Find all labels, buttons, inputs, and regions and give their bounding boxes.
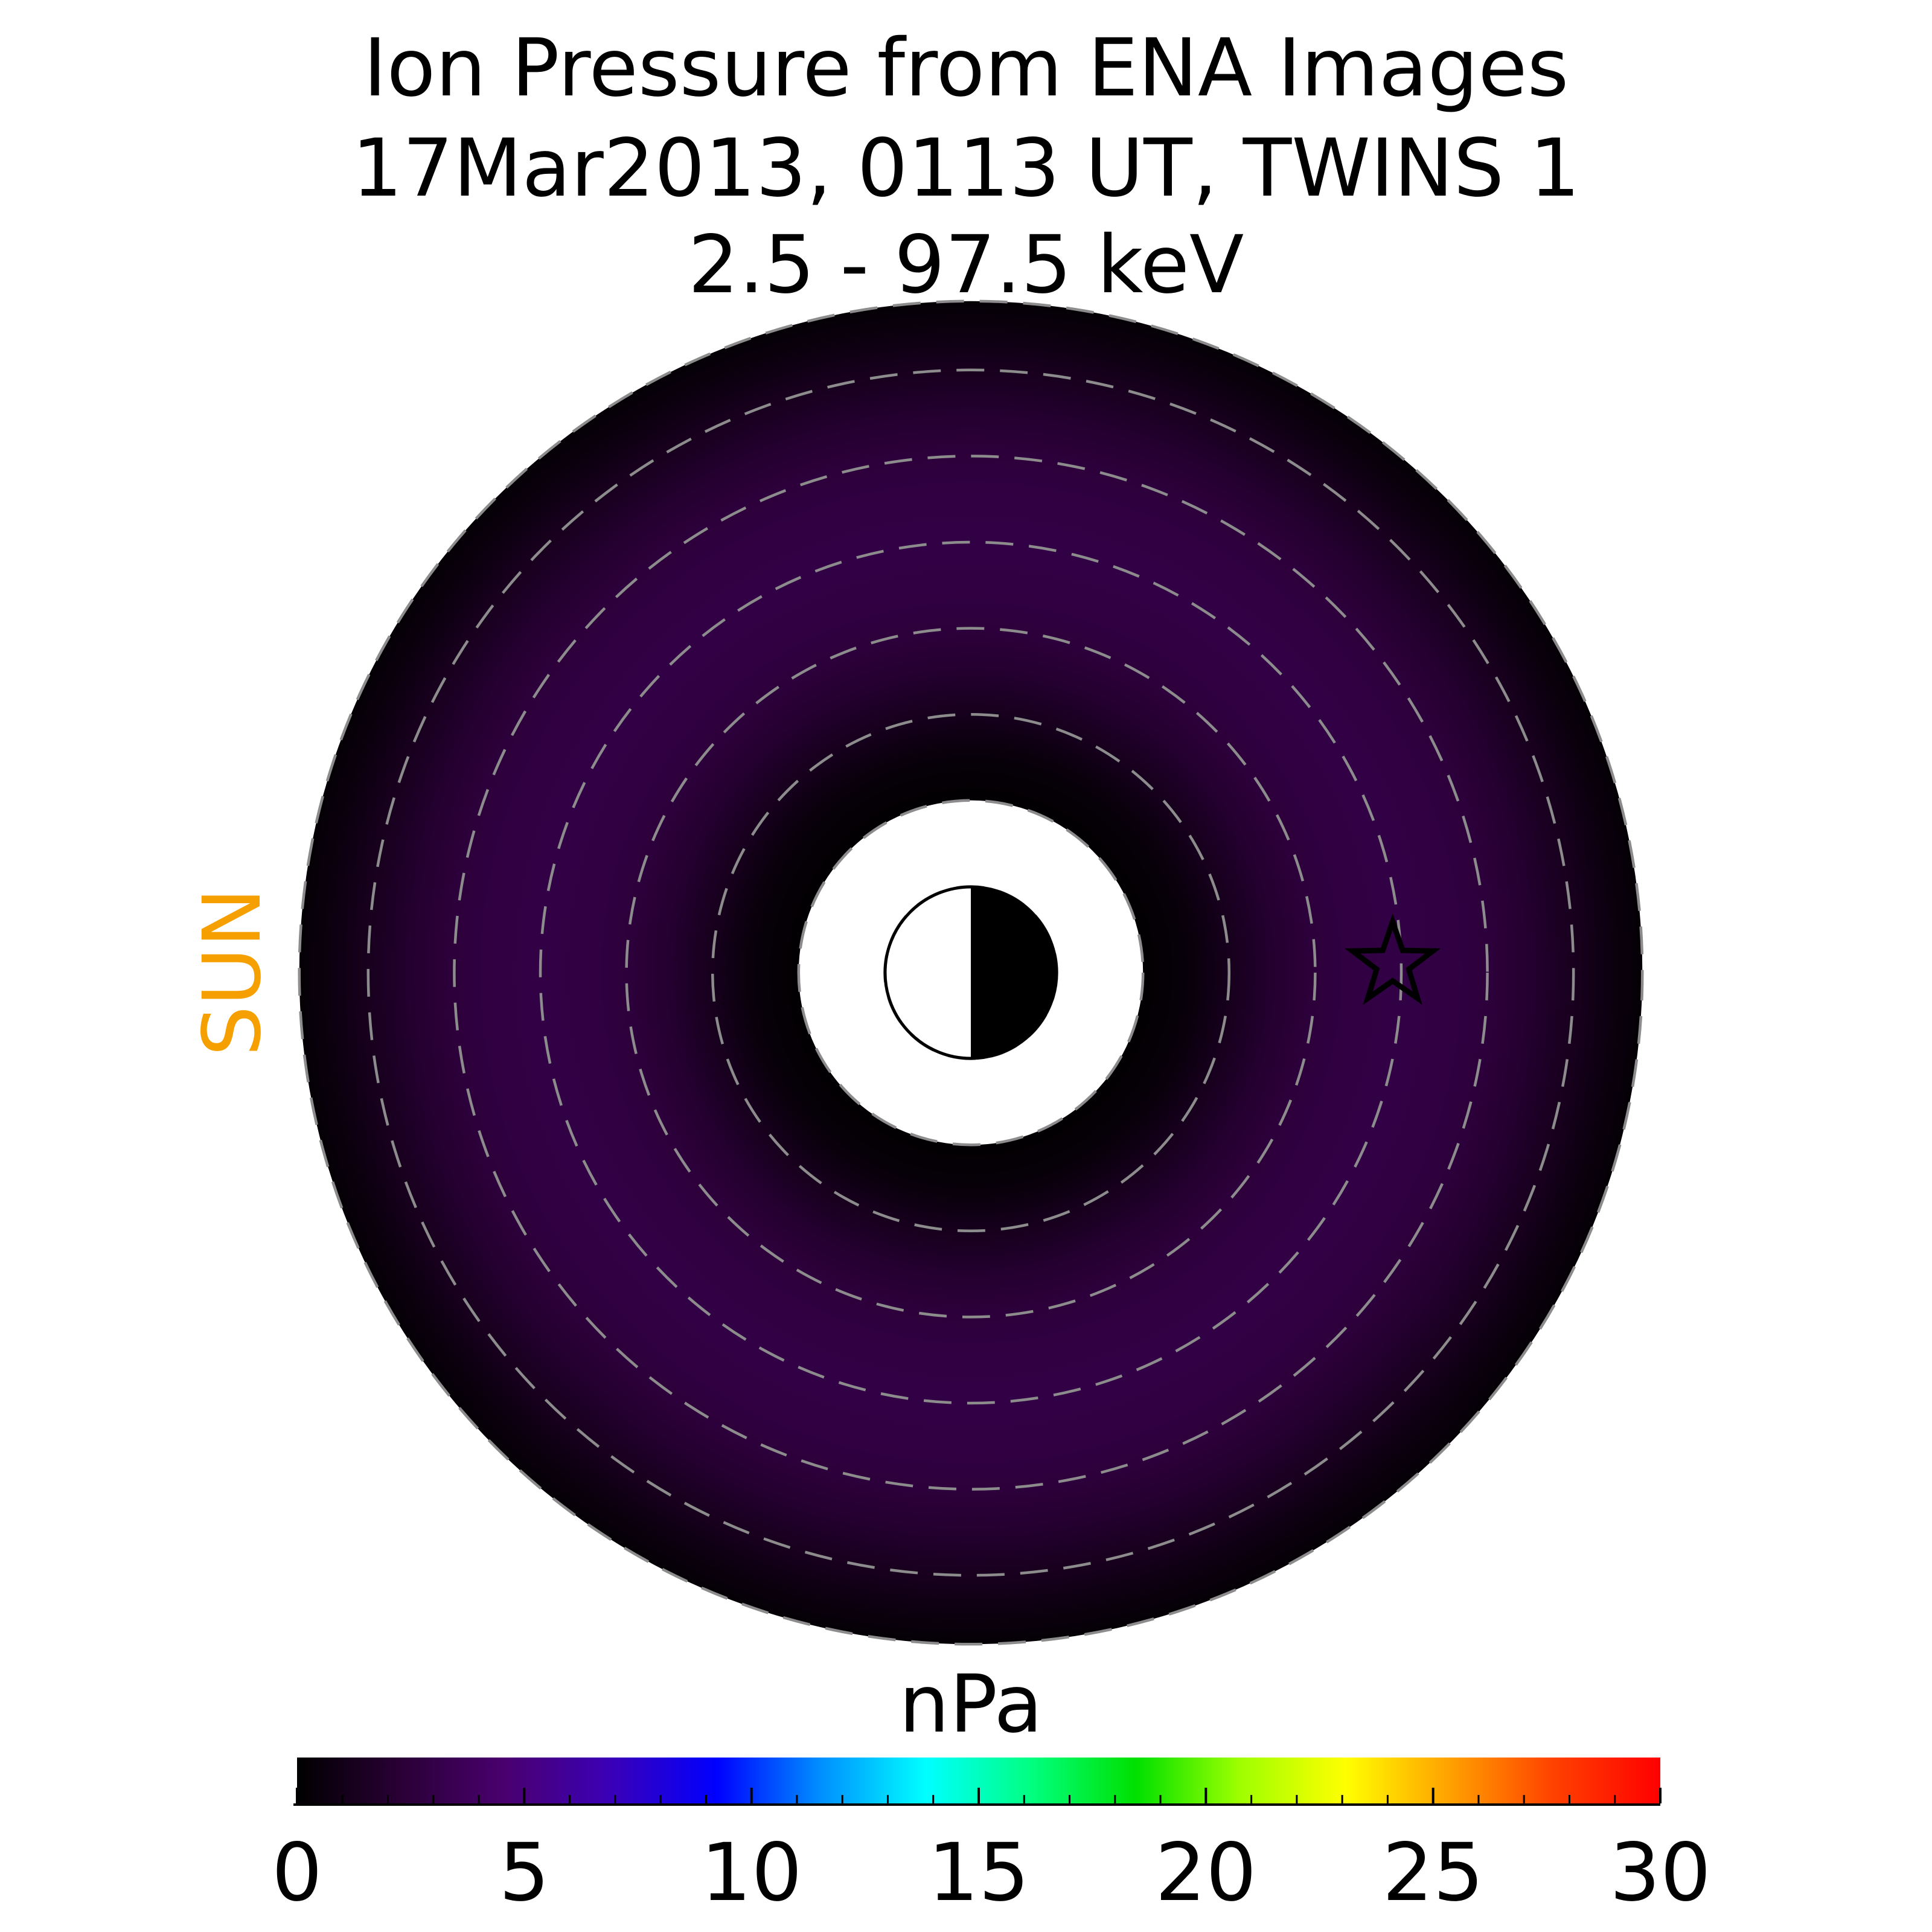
colorbar-tick-label: 30 [1610, 1826, 1711, 1919]
colorbar-tick-label: 10 [701, 1826, 802, 1919]
distance-ring [539, 540, 1403, 1405]
distance-ring [366, 368, 1575, 1577]
distance-ring [298, 299, 1644, 1646]
distance-ring [625, 627, 1317, 1319]
colorbar: 0 5 10 15 20 25 30 [272, 1758, 1711, 1919]
pressure-map [298, 299, 1644, 1646]
distance-ring [711, 712, 1231, 1233]
distance-ring [797, 799, 1145, 1147]
title: Ion Pressure from ENA Images 17Mar2013, … [352, 22, 1580, 312]
spacecraft-star-marker [1345, 913, 1441, 1005]
title-line-3: 2.5 - 97.5 keV [688, 219, 1244, 312]
earth-night-side [971, 887, 1057, 1058]
colorbar-tick-label: 25 [1383, 1826, 1484, 1919]
colorbar-tick-label: 0 [272, 1826, 322, 1919]
pressure-ring [299, 301, 1643, 1645]
distance-ring [453, 455, 1489, 1491]
colorbar-tick-label: 20 [1155, 1826, 1256, 1919]
colorbar-unit-label: nPa [899, 1658, 1043, 1751]
colorbar-tick-label: 15 [928, 1826, 1029, 1919]
sun-label: SUN [186, 888, 279, 1056]
title-line-1: Ion Pressure from ENA Images [363, 22, 1569, 115]
earth-outline [883, 885, 1058, 1060]
title-line-2: 17Mar2013, 0113 UT, TWINS 1 [352, 122, 1580, 215]
colorbar-tick-label: 5 [499, 1826, 549, 1919]
